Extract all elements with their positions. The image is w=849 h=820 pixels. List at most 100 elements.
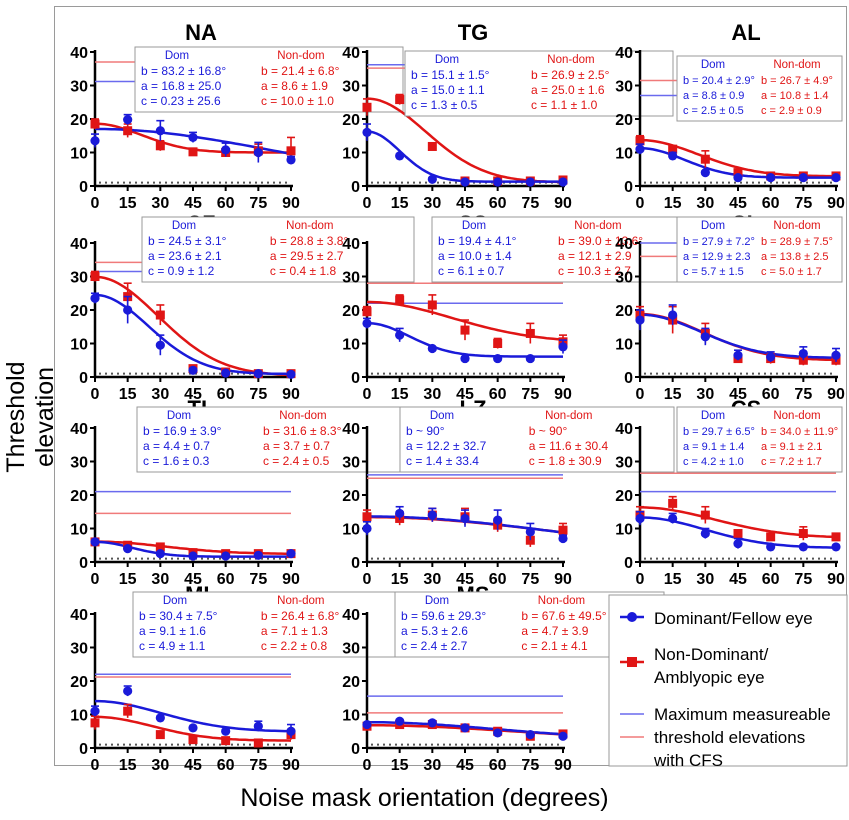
- panel-title: TG: [458, 20, 489, 45]
- y-tick-label: 20: [70, 303, 88, 320]
- x-tick-label: 0: [363, 386, 372, 403]
- legend-marker-dominant: [627, 612, 637, 622]
- param-nondom: c = 10.3 ± 2.7: [558, 264, 631, 278]
- panel-al: 0 10 20 30 40 0 15 30 45 60 75 90 AL Dom Non-dom b = 20…: [615, 20, 845, 212]
- point-dominant: [460, 513, 470, 524]
- param-nondom: a = 3.7 ± 0.7: [263, 439, 330, 453]
- y-tick-label: 40: [70, 45, 88, 62]
- point-dominant: [427, 343, 437, 354]
- point-dominant: [188, 365, 198, 375]
- point-dominant: [493, 728, 503, 738]
- param-nondom: c = 5.0 ± 1.7: [761, 266, 822, 278]
- point-nondominant: [188, 735, 198, 745]
- point-dominant: [286, 155, 296, 165]
- x-tick-label: 45: [456, 195, 474, 212]
- x-tick-label: 0: [91, 195, 100, 212]
- point-dominant: [90, 537, 100, 547]
- x-tick-label: 15: [119, 386, 137, 403]
- param-nondom: c = 2.2 ± 0.8: [261, 639, 328, 653]
- y-tick-label: 30: [615, 455, 633, 472]
- point-nondominant: [493, 339, 503, 348]
- param-dom: c = 5.7 ± 1.5: [683, 266, 744, 278]
- point-dominant: [123, 305, 133, 315]
- x-tick-label: 30: [423, 386, 441, 403]
- params-header-dom: Dom: [701, 59, 725, 71]
- point-dominant: [395, 508, 405, 519]
- y-tick-label: 30: [70, 270, 88, 287]
- point-dominant: [253, 147, 263, 158]
- x-tick-label: 75: [249, 571, 267, 588]
- point-nondominant: [155, 542, 165, 552]
- y-tick-label: 0: [79, 370, 88, 387]
- figure-frame: [54, 6, 847, 766]
- params-header-nondom: Non-dom: [286, 220, 333, 232]
- point-dominant: [525, 353, 535, 364]
- params-box: [676, 55, 843, 122]
- point-dominant: [253, 721, 263, 731]
- param-nondom: b ~ 90°: [529, 424, 568, 438]
- point-nondominant: [427, 141, 437, 151]
- param-dom: b = 83.2 ± 16.8°: [141, 64, 226, 78]
- y-tick-label: 20: [615, 112, 633, 129]
- point-nondominant: [831, 532, 841, 542]
- param-nondom: c = 2.9 ± 0.9: [761, 105, 822, 117]
- x-tick-label: 15: [664, 386, 682, 403]
- y-tick-label: 40: [615, 421, 633, 438]
- y-tick-label: 0: [624, 179, 633, 196]
- y-tick-label: 10: [342, 708, 360, 725]
- x-tick-label: 30: [151, 757, 169, 774]
- y-tick-label: 40: [70, 607, 88, 624]
- y-tick-label: 30: [342, 641, 360, 658]
- x-tick-label: 0: [91, 571, 100, 588]
- x-tick-label: 15: [391, 195, 409, 212]
- params-header-dom: Dom: [701, 220, 725, 232]
- param-nondom: b = 31.6 ± 8.3°: [263, 424, 342, 438]
- param-nondom: b = 67.6 ± 49.5°: [521, 609, 606, 623]
- x-tick-label: 30: [696, 571, 714, 588]
- param-dom: a = 8.8 ± 0.9: [683, 90, 744, 102]
- param-nondom: b = 34.0 ± 11.9°: [761, 426, 838, 438]
- param-nondom: c = 7.2 ± 1.7: [761, 456, 822, 468]
- y-tick-label: 10: [70, 522, 88, 539]
- y-tick-label: 10: [615, 146, 633, 163]
- point-nondominant: [90, 119, 100, 129]
- point-nondominant: [733, 529, 743, 539]
- param-dom: a = 23.6 ± 2.1: [148, 249, 222, 263]
- x-tick-label: 15: [391, 571, 409, 588]
- point-nondominant: [668, 144, 678, 154]
- x-tick-label: 30: [151, 386, 169, 403]
- legend-label-nondominant: Non-Dominant/: [654, 645, 769, 664]
- y-tick-label: 40: [615, 45, 633, 62]
- y-tick-label: 30: [70, 641, 88, 658]
- fit-curve-dominant: [94, 293, 291, 376]
- point-dominant: [831, 350, 841, 360]
- point-dominant: [395, 151, 405, 161]
- point-dominant: [525, 177, 535, 187]
- point-dominant: [90, 136, 100, 146]
- point-dominant: [188, 132, 198, 143]
- x-tick-label: 90: [827, 571, 845, 588]
- params-header-dom: Dom: [167, 410, 191, 422]
- y-tick-label: 0: [79, 741, 88, 758]
- point-dominant: [525, 527, 535, 537]
- y-tick-label: 20: [70, 112, 88, 129]
- point-dominant: [362, 719, 372, 730]
- param-nondom: a = 9.1 ± 2.1: [761, 441, 822, 453]
- point-dominant: [635, 513, 645, 524]
- point-nondominant: [123, 126, 133, 136]
- params-header-nondom: Non-dom: [545, 410, 592, 422]
- param-nondom: a = 10.8 ± 1.4: [761, 90, 829, 102]
- param-dom: c = 1.3 ± 0.5: [411, 98, 478, 112]
- point-nondominant: [90, 718, 100, 728]
- point-dominant: [188, 723, 198, 733]
- param-nondom: b = 26.9 ± 2.5°: [531, 68, 610, 82]
- point-dominant: [123, 686, 133, 696]
- legend-label-dominant: Dominant/Fellow eye: [654, 609, 813, 628]
- y-tick-label: 20: [615, 488, 633, 505]
- y-tick-label: 20: [342, 112, 360, 129]
- param-dom: a = 12.9 ± 2.3: [683, 251, 751, 263]
- y-tick-label: 0: [351, 555, 360, 572]
